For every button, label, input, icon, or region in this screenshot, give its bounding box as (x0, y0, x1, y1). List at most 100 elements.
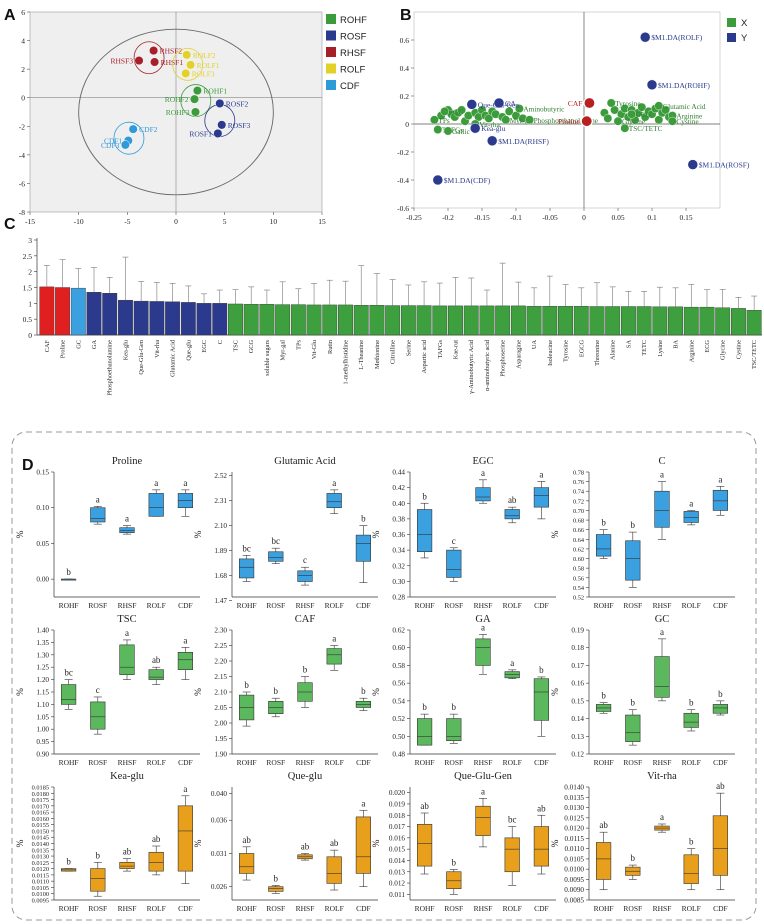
y-tick-label: 0.72 (573, 498, 584, 505)
y-tick-label: 1.30 (36, 651, 49, 659)
group-label: ROLF (682, 904, 701, 913)
y-axis-label: % (372, 530, 382, 538)
category-label: 1-methylhistidine (342, 340, 349, 385)
group-ellipse (180, 84, 212, 117)
variable-label: Cystine (676, 117, 698, 126)
sample-label: ROLF1 (197, 61, 220, 70)
group-label: ROLF (325, 601, 344, 610)
significance-letter: ab (242, 835, 251, 845)
box (533, 826, 549, 867)
variable-point (501, 115, 511, 125)
y-axis-label: % (551, 839, 561, 847)
significance-letter: b (631, 520, 636, 530)
category-label: UA (531, 340, 538, 350)
variable-point (610, 105, 619, 115)
variable-label: GCG (636, 110, 652, 119)
category-label: EGCG (578, 340, 585, 358)
y-tick-label: 1.05 (36, 713, 49, 721)
box (475, 638, 491, 666)
bar (180, 302, 196, 336)
group-label: CDF (356, 758, 371, 767)
category-label: ECG (704, 340, 711, 353)
y-tick-label: 0.56 (573, 575, 584, 582)
y-axis-label: % (551, 530, 561, 538)
response-label: $M1.DA(RHSF) (498, 137, 549, 146)
y-tick-label: -8 (19, 208, 25, 217)
y-tick-label: 0.15 (36, 469, 49, 477)
significance-letter: a (125, 628, 129, 638)
bar (385, 305, 401, 336)
group-label: RHSF (653, 601, 672, 610)
group-label: ROHF (237, 601, 257, 610)
box (177, 652, 194, 670)
panel-c: C 0 0.5 1 1.5 2 2.5 3 CAF Proline GC GA Phosphoethan… (4, 216, 762, 396)
category-label: γ-Aminobutyric Acid (468, 339, 475, 395)
y-tick-label: 0.36 (392, 531, 405, 539)
bar (730, 308, 746, 336)
group-label: CDF (534, 904, 549, 913)
y-tick-label: -2 (19, 122, 25, 131)
box (504, 671, 520, 679)
sample-point (134, 56, 144, 66)
highlight-label: Proline (558, 117, 580, 126)
significance-letter: b (422, 491, 427, 501)
bar (558, 305, 573, 336)
sample-label: RHSF2 (160, 47, 183, 56)
subplot-title: Kea-glu (110, 771, 145, 782)
category-label: Methionine (374, 340, 381, 369)
y-axis-label: % (372, 688, 382, 696)
significance-letter: b (361, 686, 366, 696)
legend-swatch (727, 18, 736, 27)
bar (102, 293, 118, 336)
significance-letter: b (631, 698, 636, 708)
significance-letter: ab (716, 781, 725, 791)
box (177, 805, 194, 872)
category-label: Asparagine (515, 340, 522, 369)
bar (86, 292, 102, 336)
box (625, 714, 641, 742)
category-label: Phosphoethanolamine (107, 340, 114, 396)
box (148, 669, 164, 680)
sample-label: ROSF2 (226, 99, 249, 108)
subplot-title: CAF (295, 614, 316, 625)
group-label: ROHF (59, 904, 79, 913)
variable-point (654, 115, 664, 125)
sample-label: CDF1 (104, 137, 123, 146)
category-label: C (217, 340, 224, 344)
y-tick-label: 0.28 (392, 594, 405, 602)
y-tick-label: 0.10 (36, 504, 49, 512)
subplot-title: GC (655, 614, 670, 625)
significance-letter: a (481, 468, 485, 478)
box (712, 815, 728, 876)
y-tick-label: 0.0165 (32, 810, 49, 817)
panel-letter-b: B (400, 7, 412, 24)
significance-letter: ab (599, 820, 608, 830)
group-label: ROSF (444, 758, 463, 767)
boxplot-0: Proline% 0.00 0.05 0.10 0.15 b ROHF a ROSF a RHSF a… (16, 456, 200, 610)
bar (338, 304, 353, 336)
response-label: Kea-glu (481, 124, 505, 133)
variable-point (525, 115, 534, 125)
significance-letter: b (539, 665, 544, 675)
y-tick-label: 1.89 (214, 547, 227, 555)
y-tick-label: -0.4 (397, 176, 409, 185)
group-label: ROLF (503, 758, 522, 767)
y-tick-label: 0.019 (389, 800, 406, 808)
box (712, 704, 728, 714)
y-axis-label: % (551, 688, 561, 696)
group-label: ROLF (503, 904, 522, 913)
significance-letter: a (183, 478, 187, 488)
y-tick-label: 0.70 (573, 508, 584, 515)
y-tick-label: 1.35 (36, 639, 49, 647)
y-tick-label: 1.68 (214, 572, 227, 580)
significance-letter: b (452, 857, 457, 867)
bar (448, 305, 463, 336)
sample-point (181, 68, 191, 78)
y-tick-label: 0.58 (392, 662, 405, 670)
response-label: $M1.DA(ROHF) (658, 81, 710, 90)
y-tick-label: 0.95 (36, 738, 49, 746)
y-tick-label: 0.040 (211, 790, 228, 798)
y-tick-label: 0.15 (571, 697, 584, 705)
boxplot-6: GA% 0.48 0.50 0.52 0.54 0.56 0.58 0.60 0.62 b ROHF… (372, 614, 556, 767)
y-axis-label: % (16, 530, 26, 538)
